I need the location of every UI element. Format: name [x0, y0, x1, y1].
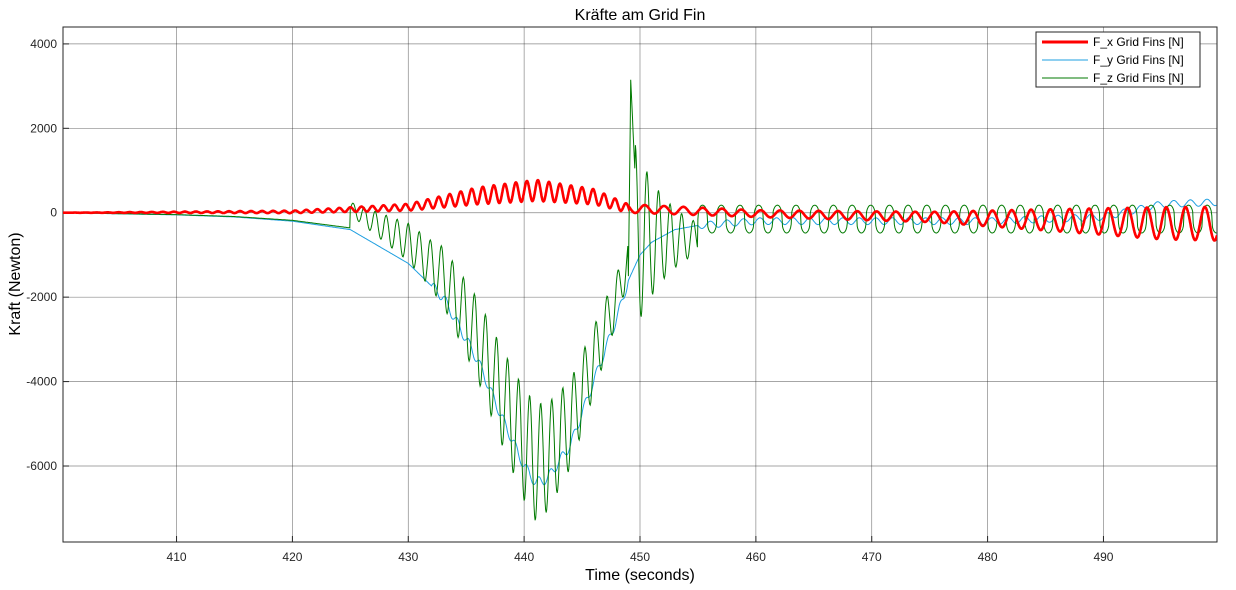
y-axis-title: Kraft (Newton) [7, 232, 24, 335]
x-tick-label: 410 [167, 550, 187, 564]
legend-label-fx: F_x Grid Fins [N] [1093, 35, 1184, 49]
x-tick-label: 460 [746, 550, 766, 564]
x-tick-label: 450 [630, 550, 650, 564]
y-tick-label: -2000 [26, 290, 57, 304]
series-line-fy [63, 198, 1217, 486]
x-tick-label: 420 [282, 550, 302, 564]
legend: F_x Grid Fins [N] F_y Grid Fins [N] F_z … [1035, 31, 1201, 88]
y-axis-ticks: -6000 -4000 -2000 0 2000 4000 [26, 37, 69, 473]
legend-label-fz: F_z Grid Fins [N] [1093, 71, 1184, 85]
x-axis-ticks: 410 420 430 440 450 460 470 480 490 [167, 536, 1114, 564]
series-line-fx [63, 178, 1217, 242]
x-tick-label: 470 [862, 550, 882, 564]
chart-title: Kräfte am Grid Fin [575, 7, 706, 24]
series-layer [63, 79, 1217, 521]
y-tick-label: -4000 [26, 375, 57, 389]
x-axis-title: Time (seconds) [585, 567, 695, 584]
y-tick-label: 2000 [30, 121, 57, 135]
legend-label-fy: F_y Grid Fins [N] [1093, 53, 1184, 67]
x-tick-label: 480 [978, 550, 998, 564]
y-tick-label: 0 [50, 206, 57, 220]
x-tick-label: 440 [514, 550, 534, 564]
x-tick-label: 430 [398, 550, 418, 564]
series-line-fz [63, 79, 1217, 521]
y-tick-label: -6000 [26, 459, 57, 473]
y-tick-label: 4000 [30, 37, 57, 51]
x-tick-label: 490 [1093, 550, 1113, 564]
